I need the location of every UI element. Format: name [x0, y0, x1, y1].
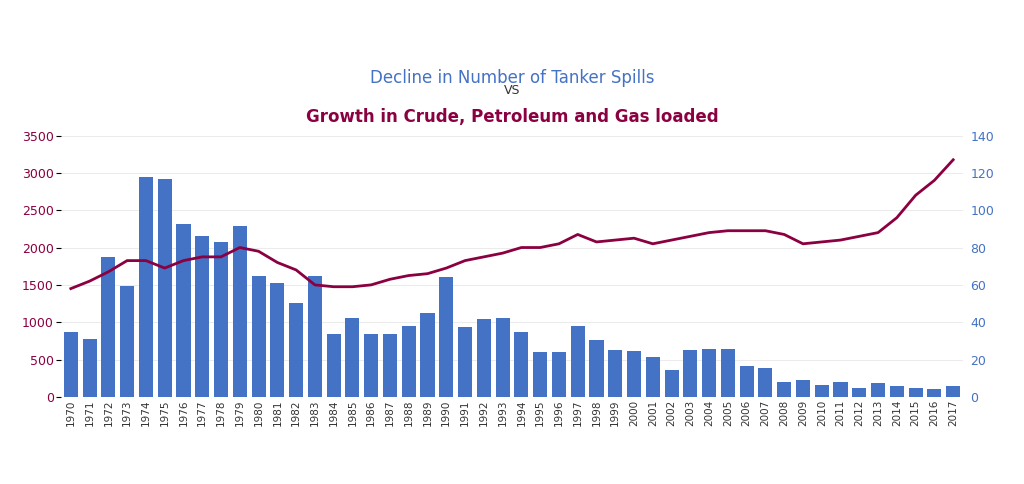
- Bar: [120, 287, 134, 397]
- Bar: [834, 382, 848, 397]
- Bar: [890, 386, 904, 397]
- Bar: [401, 326, 416, 397]
- Bar: [702, 349, 716, 397]
- Bar: [458, 327, 472, 397]
- Bar: [232, 226, 247, 397]
- Text: VS: VS: [504, 84, 520, 97]
- Bar: [421, 313, 434, 397]
- Bar: [477, 319, 490, 397]
- Bar: [196, 236, 209, 397]
- Bar: [946, 386, 961, 397]
- Bar: [83, 339, 96, 397]
- Bar: [439, 277, 454, 397]
- Bar: [514, 332, 528, 397]
- Bar: [289, 303, 303, 397]
- Bar: [665, 370, 679, 397]
- Bar: [852, 388, 866, 397]
- Bar: [590, 340, 603, 397]
- Bar: [552, 352, 566, 397]
- Bar: [627, 350, 641, 397]
- Bar: [270, 283, 285, 397]
- Bar: [759, 368, 772, 397]
- Bar: [777, 382, 792, 397]
- Bar: [871, 383, 885, 397]
- Bar: [383, 334, 397, 397]
- Bar: [101, 257, 116, 397]
- Bar: [176, 225, 190, 397]
- Bar: [308, 276, 322, 397]
- Bar: [252, 276, 265, 397]
- Bar: [139, 177, 153, 397]
- Bar: [928, 389, 941, 397]
- Text: Growth in Crude, Petroleum and Gas loaded: Growth in Crude, Petroleum and Gas loade…: [306, 108, 718, 126]
- Bar: [158, 179, 172, 397]
- Bar: [365, 334, 378, 397]
- Bar: [327, 334, 341, 397]
- Bar: [908, 388, 923, 397]
- Bar: [815, 385, 828, 397]
- Bar: [646, 357, 659, 397]
- Bar: [796, 380, 810, 397]
- Bar: [496, 318, 510, 397]
- Bar: [214, 242, 228, 397]
- Bar: [570, 326, 585, 397]
- Bar: [63, 332, 78, 397]
- Title: Decline in Number of Tanker Spills: Decline in Number of Tanker Spills: [370, 69, 654, 87]
- Bar: [345, 318, 359, 397]
- Bar: [739, 366, 754, 397]
- Bar: [721, 349, 735, 397]
- Bar: [608, 350, 623, 397]
- Bar: [683, 350, 697, 397]
- Bar: [534, 352, 547, 397]
